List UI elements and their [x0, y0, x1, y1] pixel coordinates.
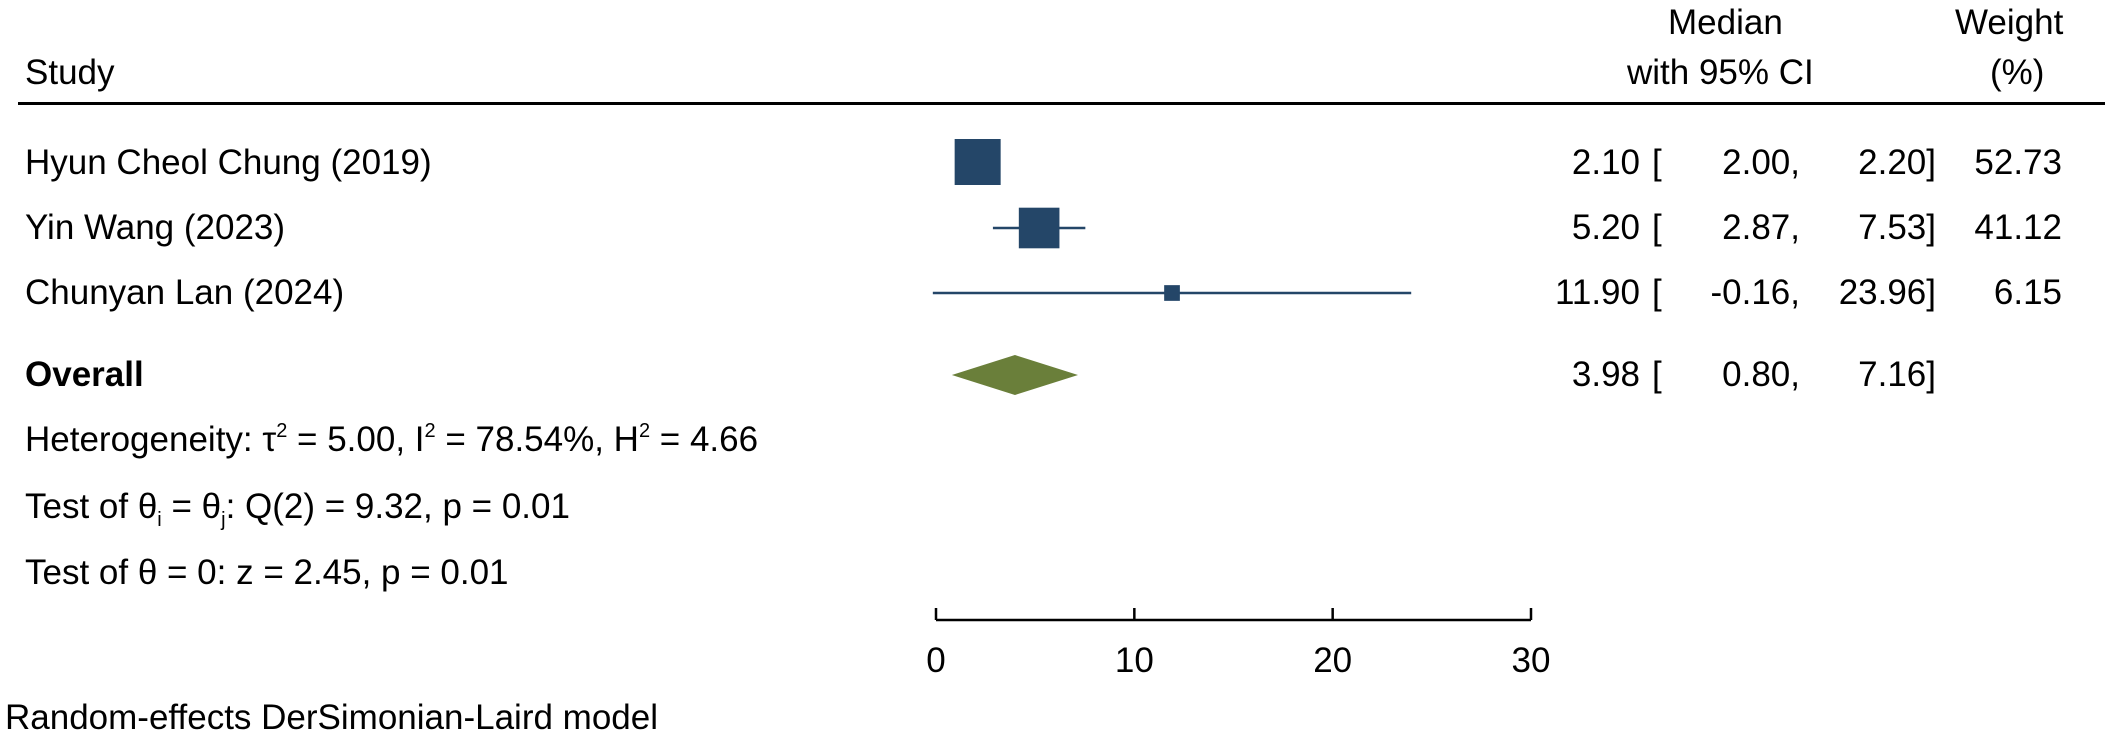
x-tick-label: 20 [1313, 641, 1352, 680]
homogeneity-test: Test of θi = θj: Q(2) = 9.32, p = 0.01 [25, 487, 570, 531]
overall-label: Overall [25, 355, 144, 394]
study-marker [954, 139, 1001, 185]
weight-column-header-line1: Weight [1955, 3, 2064, 42]
overall-ci-upper: 7.16] [1858, 355, 1936, 394]
ci-upper: 7.53] [1858, 208, 1936, 247]
median-value: 2.10 [1571, 143, 1640, 182]
weight-value: 6.15 [1993, 273, 2062, 312]
ci-open-bracket: [ [1652, 208, 1662, 247]
x-tick-label: 0 [926, 641, 945, 680]
study-name: Yin Wang (2023) [25, 208, 286, 247]
median-column-header-line2: with 95% CI [1627, 53, 1814, 92]
overall-ci-lower: 0.80, [1722, 355, 1800, 394]
x-tick-label: 30 [1512, 641, 1551, 680]
header-rule [18, 102, 2105, 105]
study-marker [1164, 285, 1180, 301]
study-name: Hyun Cheol Chung (2019) [25, 143, 432, 182]
ci-lower: 2.00, [1722, 143, 1800, 182]
ci-lower: 2.87, [1722, 208, 1800, 247]
overall-ci-open-bracket: [ [1652, 355, 1662, 394]
median-value: 5.20 [1571, 208, 1640, 247]
heterogeneity-stats: Heterogeneity: τ2 = 5.00, I2 = 78.54%, H… [25, 420, 759, 459]
overall-effect-test: Test of θ = 0: z = 2.45, p = 0.01 [25, 553, 509, 592]
overall-diamond [951, 355, 1079, 395]
study-name: Chunyan Lan (2024) [25, 273, 345, 312]
weight-value: 41.12 [1974, 208, 2062, 247]
median-value: 11.90 [1555, 273, 1640, 312]
median-column-header-line1: Median [1668, 3, 1783, 42]
weight-column-header-line2: (%) [1990, 53, 2045, 92]
ci-open-bracket: [ [1652, 143, 1662, 182]
ci-lower: -0.16, [1710, 273, 1801, 312]
study-marker [1018, 207, 1060, 249]
ci-open-bracket: [ [1652, 273, 1662, 312]
ci-upper: 23.96] [1838, 273, 1936, 312]
ci-upper: 2.20] [1858, 143, 1936, 182]
weight-value: 52.73 [1974, 143, 2062, 182]
x-tick-label: 10 [1115, 641, 1154, 680]
model-note: Random-effects DerSimonian-Laird model [5, 698, 658, 737]
study-column-header: Study [25, 53, 115, 92]
overall-median-value: 3.98 [1571, 355, 1640, 394]
